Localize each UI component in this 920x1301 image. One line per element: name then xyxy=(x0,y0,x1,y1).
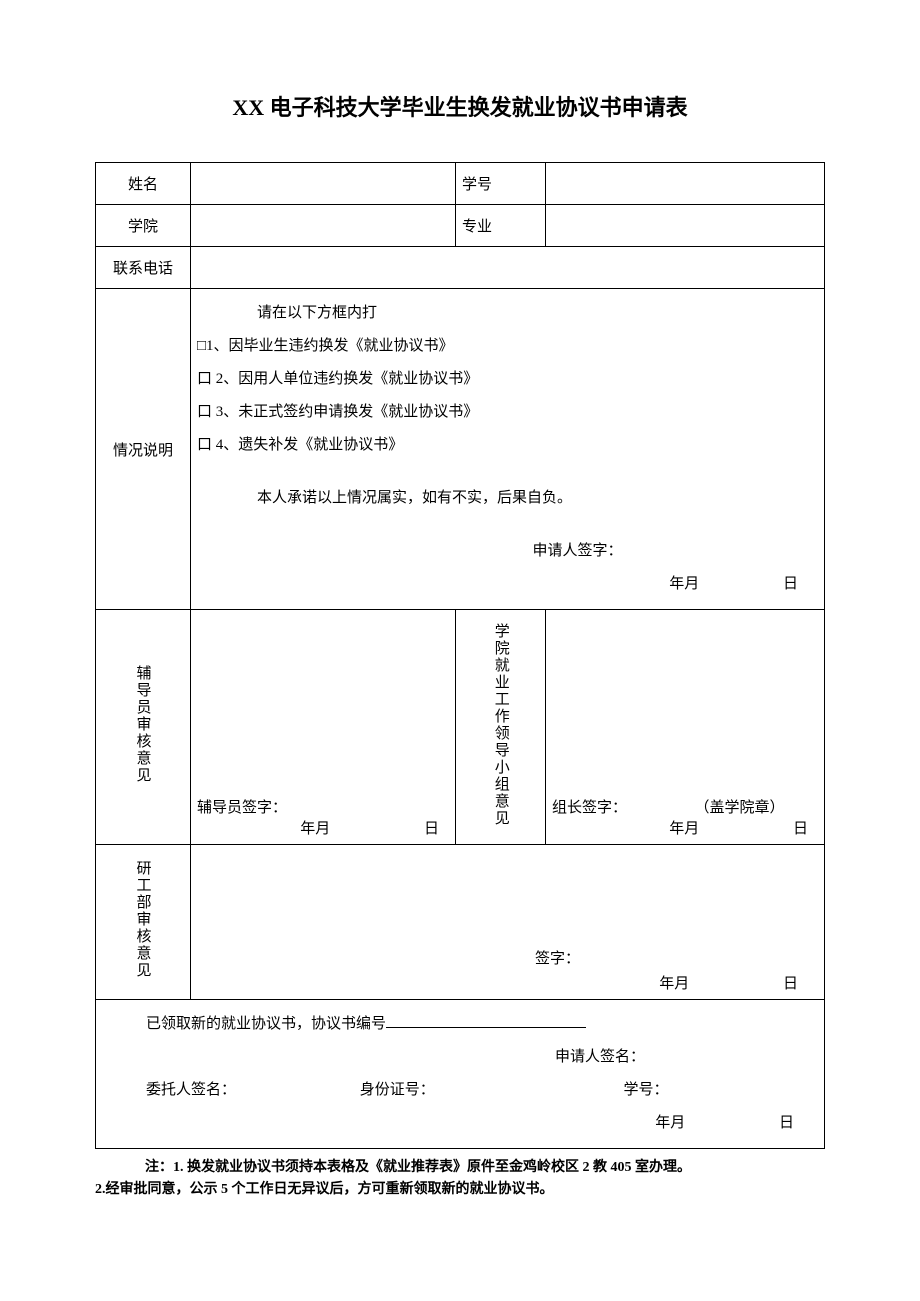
label-counselor: 辅导员审核意见 xyxy=(96,610,191,845)
college-group-date-ym: 年月 xyxy=(669,821,699,837)
label-college-group-text: 学院就业工作领导小组意见 xyxy=(492,623,509,827)
college-group-date-d: 日 xyxy=(793,821,808,837)
receipt-line: 已领取新的就业协议书，协议书编号 xyxy=(106,1008,814,1041)
id-number-label: 身份证号： xyxy=(360,1074,620,1107)
label-situation: 情况说明 xyxy=(96,289,191,610)
dept-sig-label: 签字： xyxy=(197,947,818,968)
field-dept[interactable]: 签字： 年月 日 xyxy=(191,845,825,1000)
label-phone: 联系电话 xyxy=(96,247,191,289)
field-phone[interactable] xyxy=(191,247,825,289)
label-dept: 研工部审核意见 xyxy=(96,845,191,1000)
dept-date-d: 日 xyxy=(783,976,798,992)
situation-date: 年月 日 xyxy=(197,568,818,601)
label-college: 学院 xyxy=(96,205,191,247)
row-college: 学院 专业 xyxy=(96,205,825,247)
application-form-table: 姓名 学号 学院 专业 联系电话 情况说明 请在以下方框内打 □1、因毕业生违约… xyxy=(95,162,825,1149)
row-situation: 情况说明 请在以下方框内打 □1、因毕业生违约换发《就业协议书》 口 2、因用人… xyxy=(96,289,825,610)
dept-date: 年月 日 xyxy=(197,972,818,993)
situation-prompt: 请在以下方框内打 xyxy=(197,297,818,330)
receipt-date-d: 日 xyxy=(779,1115,794,1131)
situation-option-2[interactable]: 口 2、因用人单位违约换发《就业协议书》 xyxy=(197,363,818,396)
field-major[interactable] xyxy=(546,205,825,247)
receipt-trustee-line: 委托人签名： 身份证号： 学号： xyxy=(106,1074,814,1107)
situation-date-d: 日 xyxy=(783,576,798,592)
student-id-label-bottom: 学号： xyxy=(624,1082,669,1098)
counselor-date-d: 日 xyxy=(424,821,439,837)
label-student-id: 学号 xyxy=(456,163,546,205)
dept-date-ym: 年月 xyxy=(659,976,689,992)
field-student-id[interactable] xyxy=(546,163,825,205)
row-phone: 联系电话 xyxy=(96,247,825,289)
row-counselor: 辅导员审核意见 辅导员签字： 年月 日 学院就业工作领导小组意见 组长签字： （… xyxy=(96,610,825,845)
receipt-date-ym: 年月 xyxy=(655,1115,685,1131)
situation-option-4[interactable]: 口 4、遗失补发《就业协议书》 xyxy=(197,429,818,462)
label-dept-text: 研工部审核意见 xyxy=(133,860,154,979)
notes-line-1: 注：1. 换发就业协议书须持本表格及《就业推荐表》原件至金鸡岭校区 2 教 40… xyxy=(95,1157,825,1179)
field-counselor[interactable]: 辅导员签字： 年月 日 xyxy=(191,610,456,845)
counselor-date: 年月 日 xyxy=(197,817,449,838)
receipt-applicant-sig: 申请人签名： xyxy=(106,1041,814,1074)
receipt-text: 已领取新的就业协议书，协议书编号 xyxy=(146,1016,386,1032)
situation-applicant-sig-label: 申请人签字： xyxy=(197,535,818,568)
situation-date-ym: 年月 xyxy=(669,576,699,592)
counselor-date-ym: 年月 xyxy=(300,821,330,837)
situation-promise: 本人承诺以上情况属实，如有不实，后果自负。 xyxy=(197,482,818,515)
field-situation[interactable]: 请在以下方框内打 □1、因毕业生违约换发《就业协议书》 口 2、因用人单位违约换… xyxy=(191,289,825,610)
label-counselor-text: 辅导员审核意见 xyxy=(133,665,154,784)
field-college[interactable] xyxy=(191,205,456,247)
trustee-sig-label: 委托人签名： xyxy=(106,1074,356,1107)
row-name: 姓名 学号 xyxy=(96,163,825,205)
receipt-date: 年月 日 xyxy=(106,1107,814,1140)
notes-line-2: 2.经审批同意，公示 5 个工作日无异议后，方可重新领取新的就业协议书。 xyxy=(95,1179,825,1201)
label-major: 专业 xyxy=(456,205,546,247)
row-dept: 研工部审核意见 签字： 年月 日 xyxy=(96,845,825,1000)
counselor-sig-label: 辅导员签字： xyxy=(197,796,449,817)
field-college-group[interactable]: 组长签字： （盖学院章） 年月 日 xyxy=(546,610,825,845)
receipt-underline[interactable] xyxy=(386,1013,586,1028)
label-name: 姓名 xyxy=(96,163,191,205)
situation-option-3[interactable]: 口 3、未正式签约申请换发《就业协议书》 xyxy=(197,396,818,429)
college-group-sig-line: 组长签字： （盖学院章） xyxy=(552,796,818,817)
notes-section: 注：1. 换发就业协议书须持本表格及《就业推荐表》原件至金鸡岭校区 2 教 40… xyxy=(95,1157,825,1202)
page-title: XX 电子科技大学毕业生换发就业协议书申请表 xyxy=(95,90,825,122)
label-college-group: 学院就业工作领导小组意见 xyxy=(456,610,546,845)
row-receipt: 已领取新的就业协议书，协议书编号 申请人签名： 委托人签名： 身份证号： 学号：… xyxy=(96,1000,825,1149)
college-group-sig-label: 组长签字： xyxy=(552,800,627,816)
college-group-date: 年月 日 xyxy=(552,817,818,838)
college-group-stamp: （盖学院章） xyxy=(695,800,785,816)
field-name[interactable] xyxy=(191,163,456,205)
situation-option-1[interactable]: □1、因毕业生违约换发《就业协议书》 xyxy=(197,330,818,363)
field-receipt[interactable]: 已领取新的就业协议书，协议书编号 申请人签名： 委托人签名： 身份证号： 学号：… xyxy=(96,1000,825,1149)
